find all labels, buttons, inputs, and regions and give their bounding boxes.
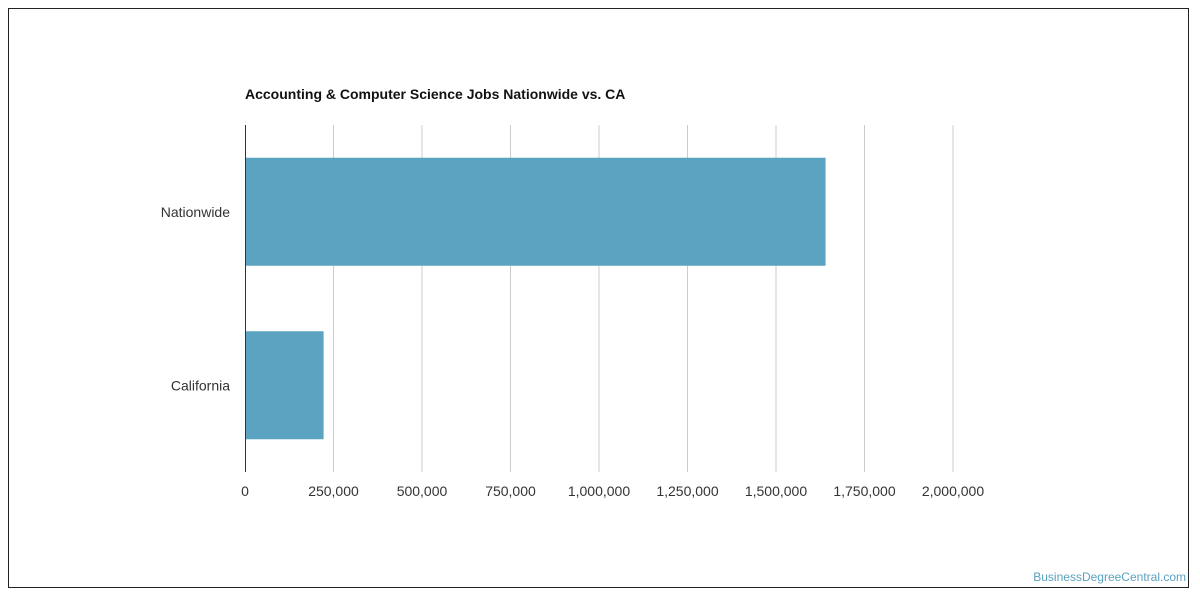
x-tick-label: 750,000 (485, 483, 536, 499)
x-tick-label: 1,000,000 (568, 483, 630, 499)
x-tick-label: 1,750,000 (833, 483, 895, 499)
category-label: California (171, 377, 230, 393)
x-tick-label: 1,250,000 (656, 483, 718, 499)
x-tick-label: 0 (241, 483, 249, 499)
x-tick-label: 250,000 (308, 483, 359, 499)
bars (245, 157, 826, 440)
chart-title: Accounting & Computer Science Jobs Natio… (245, 86, 626, 102)
watermark[interactable]: BusinessDegreeCentral.com (1033, 570, 1186, 584)
x-tick-label: 500,000 (397, 483, 448, 499)
category-label: Nationwide (161, 204, 230, 220)
x-tick-label: 2,000,000 (922, 483, 984, 499)
bar-california[interactable] (245, 331, 324, 440)
bar-nationwide[interactable] (245, 157, 826, 266)
tick-labels: 0 250,000 500,000 750,000 1,000,000 1,250,000… (161, 204, 985, 499)
x-tick-label: 1,500,000 (745, 483, 807, 499)
